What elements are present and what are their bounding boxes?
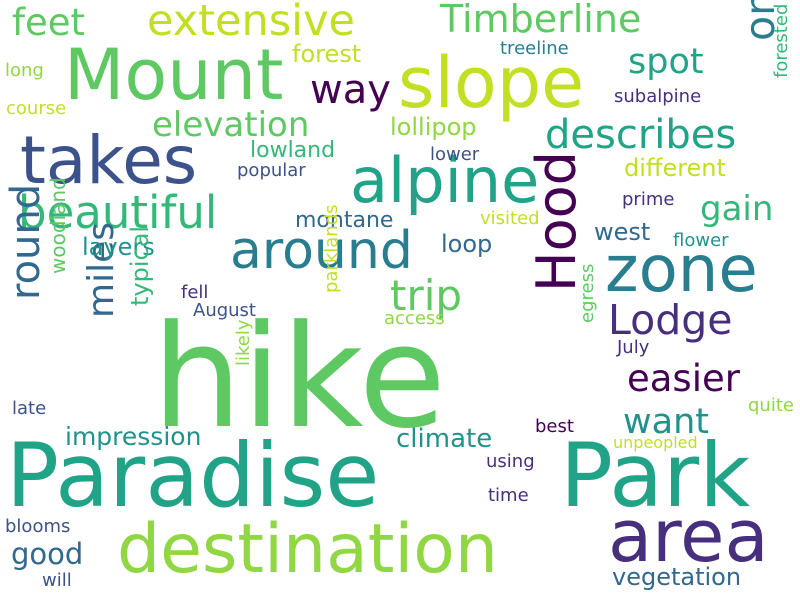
word-slope: slope xyxy=(398,42,585,124)
word-quite: quite xyxy=(748,395,794,416)
word-unpeopled: unpeopled xyxy=(613,433,698,452)
word-visited: visited xyxy=(480,208,540,229)
word-impression: impression xyxy=(65,422,202,451)
word-easier: easier xyxy=(627,357,740,400)
word-trip: trip xyxy=(390,271,463,320)
word-lollipop: lollipop xyxy=(390,113,477,141)
word-lower: lower xyxy=(430,144,480,165)
word-elevation: elevation xyxy=(152,105,310,145)
word-montane: montane xyxy=(295,208,394,233)
word-egress: egress xyxy=(577,263,598,323)
word-good: good xyxy=(11,537,84,571)
word-treeline: treeline xyxy=(500,38,569,59)
word-lodge: Lodge xyxy=(608,296,733,344)
word-around: around xyxy=(230,221,413,281)
word-subalpine: subalpine xyxy=(614,86,702,107)
word-round: round xyxy=(3,183,49,300)
word-hike: hike xyxy=(152,295,446,460)
word-gain: gain xyxy=(700,189,774,229)
word-prime: prime xyxy=(622,189,675,210)
word-different: different xyxy=(624,154,726,182)
word-zone: zone xyxy=(605,233,758,307)
word-destination: destination xyxy=(117,510,499,589)
word-west: west xyxy=(594,218,651,246)
word-lowland: lowland xyxy=(250,138,336,163)
word-takes: takes xyxy=(20,122,198,199)
word-parklands: parklands xyxy=(321,204,342,293)
word-likely: likely xyxy=(233,319,254,366)
word-popular: popular xyxy=(237,160,306,181)
word-alpine: alpine xyxy=(350,144,540,217)
word-layers: layers xyxy=(82,233,155,261)
word-timberline: Timberline xyxy=(440,0,642,41)
word-late: late xyxy=(12,398,47,419)
word-area: area xyxy=(608,494,769,578)
word-using: using xyxy=(486,451,535,472)
word-time: time xyxy=(488,485,529,506)
word-describes: describes xyxy=(545,112,737,158)
word-july: July xyxy=(617,337,650,358)
word-want: want xyxy=(623,402,709,442)
word-beautiful: beautiful xyxy=(18,186,218,239)
word-access: access xyxy=(384,308,445,329)
word-flower: flower xyxy=(673,230,729,251)
word-extensive: extensive xyxy=(147,0,355,46)
word-long: long xyxy=(5,60,44,81)
word-blooms: blooms xyxy=(5,516,71,537)
word-best: best xyxy=(535,416,574,437)
word-climate: climate xyxy=(396,424,493,454)
word-forested: forested xyxy=(771,3,792,78)
word-loop: loop xyxy=(441,230,493,258)
word-paradise: Paradise xyxy=(6,424,380,527)
word-forest: forest xyxy=(292,40,362,68)
word-will: will xyxy=(42,570,72,591)
word-way: way xyxy=(310,67,391,113)
word-august: August xyxy=(193,300,256,321)
word-park: Park xyxy=(560,424,751,527)
word-typical: typical xyxy=(126,225,154,306)
word-fell: fell xyxy=(181,282,209,303)
word-woodland: woodland xyxy=(46,177,70,274)
word-vegetation: vegetation xyxy=(612,563,742,591)
word-spot: spot xyxy=(628,42,704,82)
word-course: course xyxy=(6,98,67,119)
word-mount: Mount xyxy=(64,34,284,116)
word-feet: feet xyxy=(12,1,86,44)
